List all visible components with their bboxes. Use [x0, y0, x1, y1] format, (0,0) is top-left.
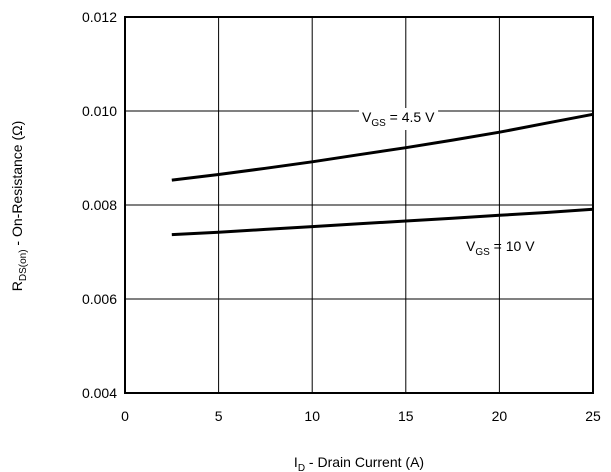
series-lines	[171, 112, 594, 237]
x-tick-label: 10	[304, 408, 320, 424]
y-tick-label: 0.010	[82, 103, 117, 119]
x-tick-label: 0	[121, 408, 129, 424]
series-label-vgs-10: VGS = 10 V	[466, 238, 535, 258]
series-labels: VGS = 4.5 V VGS = 10 V	[359, 108, 535, 258]
series-label-vgs-4-5-sub: GS	[371, 118, 386, 129]
grid	[125, 17, 593, 393]
x-tick-labels: 0 5 10 15 20 25	[121, 408, 601, 424]
y-tick-label: 0.008	[82, 197, 117, 213]
series-label-vgs-4-5-main: V	[362, 109, 372, 125]
series-label-vgs-10-rest: = 10 V	[490, 238, 535, 254]
y-tick-label: 0.004	[82, 385, 117, 401]
series-label-vgs-4-5-rest: = 4.5 V	[386, 109, 435, 125]
y-tick-label: 0.012	[82, 9, 117, 25]
series-label-vgs-10-sub: GS	[475, 247, 490, 258]
series-line-vgs-4-5	[171, 112, 594, 182]
y-axis-title-sub: DS(on)	[18, 249, 29, 281]
x-axis-title-sub: D	[298, 463, 305, 472]
plot-frame	[124, 16, 594, 394]
series-label-background	[359, 108, 439, 130]
x-axis-title: ID - Drain Current (A)	[294, 454, 424, 472]
x-axis-title-rest: - Drain Current (A)	[305, 454, 424, 470]
x-tick-label: 20	[492, 408, 508, 424]
series-line-vgs-10	[171, 207, 594, 237]
y-tick-labels: 0.004 0.006 0.008 0.010 0.012	[82, 9, 117, 401]
x-tick-label: 5	[215, 408, 223, 424]
series-label-vgs-4-5: VGS = 4.5 V	[362, 109, 435, 129]
x-axis-title-main: I	[294, 454, 298, 470]
series-label-vgs-10-main: V	[466, 238, 476, 254]
y-axis-title: RDS(on) - On-Resistance (Ω)	[9, 121, 29, 292]
y-axis-title-rest: - On-Resistance (Ω)	[9, 121, 25, 250]
y-tick-label: 0.006	[82, 291, 117, 307]
x-tick-label: 15	[398, 408, 414, 424]
y-axis-title-main: R	[9, 281, 25, 291]
x-tick-label: 25	[585, 408, 601, 424]
